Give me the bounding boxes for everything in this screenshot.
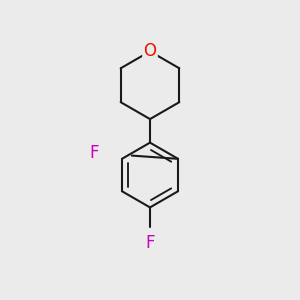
Text: O: O bbox=[143, 42, 157, 60]
Text: F: F bbox=[89, 144, 99, 162]
Text: F: F bbox=[145, 234, 155, 252]
